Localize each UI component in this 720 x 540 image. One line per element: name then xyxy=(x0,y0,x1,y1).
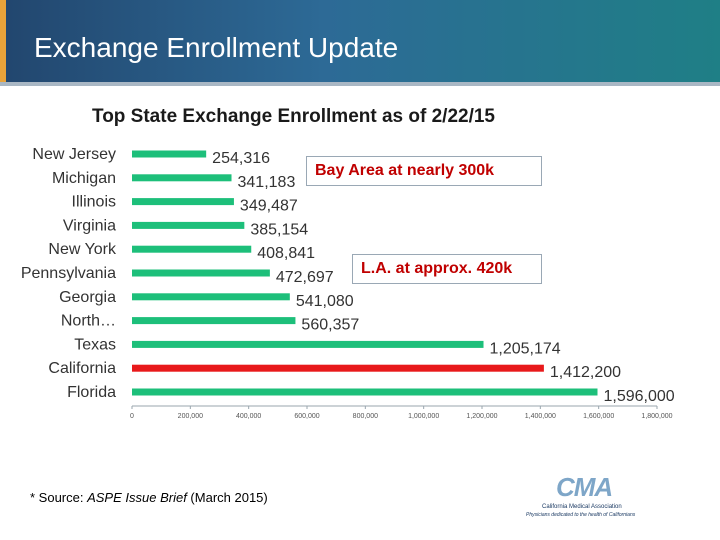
bar xyxy=(132,221,245,229)
logo-tagline: Physicians dedicated to the health of Ca… xyxy=(526,512,636,518)
x-tick-label: 800,000 xyxy=(353,413,378,420)
chart-title: Top State Exchange Enrollment as of 2/22… xyxy=(92,106,495,127)
x-tick-label: 0 xyxy=(130,413,134,420)
logo-name: California Medical Association xyxy=(542,504,622,510)
category-label: New York xyxy=(48,241,117,258)
enrollment-bar-chart: Top State Exchange Enrollment as of 2/22… xyxy=(21,106,675,420)
category-label: Texas xyxy=(74,336,116,353)
source-note: * Source: ASPE Issue Brief (March 2015) xyxy=(30,490,268,505)
x-tick-label: 200,000 xyxy=(178,413,203,420)
data-label: 472,697 xyxy=(276,269,334,286)
data-label: 408,841 xyxy=(257,245,315,262)
category-label: New Jersey xyxy=(32,146,116,163)
bar xyxy=(132,198,234,206)
bar xyxy=(132,150,207,158)
data-label: 349,487 xyxy=(240,198,298,215)
category-label: Pennsylvania xyxy=(21,265,116,282)
source-brief: ASPE Issue Brief xyxy=(87,490,187,505)
category-label: Illinois xyxy=(72,194,116,211)
logo-mark: CMA xyxy=(556,472,613,502)
bar-highlight xyxy=(132,364,544,372)
data-label: 1,412,200 xyxy=(550,364,621,381)
x-tick-label: 1,800,000 xyxy=(641,413,672,420)
callout-bay-area: Bay Area at nearly 300k xyxy=(306,156,542,186)
bar xyxy=(132,245,252,253)
category-label: Georgia xyxy=(59,289,116,306)
data-label: 254,316 xyxy=(212,150,270,167)
bar xyxy=(132,269,270,277)
x-tick-label: 400,000 xyxy=(236,413,261,420)
x-tick-label: 1,200,000 xyxy=(466,413,497,420)
bar xyxy=(132,293,290,301)
category-label: Florida xyxy=(67,384,116,401)
x-tick-label: 1,600,000 xyxy=(583,413,614,420)
category-label: North… xyxy=(61,313,116,330)
source-prefix: * Source: xyxy=(30,490,88,505)
bar xyxy=(132,388,598,396)
source-suffix: (March 2015) xyxy=(186,490,268,505)
category-label: Virginia xyxy=(63,217,116,234)
title-bar: Exchange Enrollment Update xyxy=(0,0,720,86)
data-label: 1,596,000 xyxy=(604,388,675,405)
callout-la: L.A. at approx. 420k xyxy=(352,254,542,284)
bar xyxy=(132,174,232,182)
x-tick-label: 1,400,000 xyxy=(525,413,556,420)
data-label: 560,357 xyxy=(301,317,359,334)
bar xyxy=(132,317,296,325)
slide-title: Exchange Enrollment Update xyxy=(34,32,399,63)
data-label: 541,080 xyxy=(296,293,354,310)
cma-logo: CMA California Medical Association Physi… xyxy=(520,472,660,522)
category-label: Michigan xyxy=(52,170,116,187)
x-tick-label: 600,000 xyxy=(294,413,319,420)
bar xyxy=(132,340,484,348)
data-label: 1,205,174 xyxy=(490,340,561,357)
data-label: 385,154 xyxy=(250,221,308,238)
data-label: 341,183 xyxy=(238,174,296,191)
title-accent xyxy=(0,0,6,82)
x-tick-label: 1,000,000 xyxy=(408,413,439,420)
category-label: California xyxy=(48,360,116,377)
